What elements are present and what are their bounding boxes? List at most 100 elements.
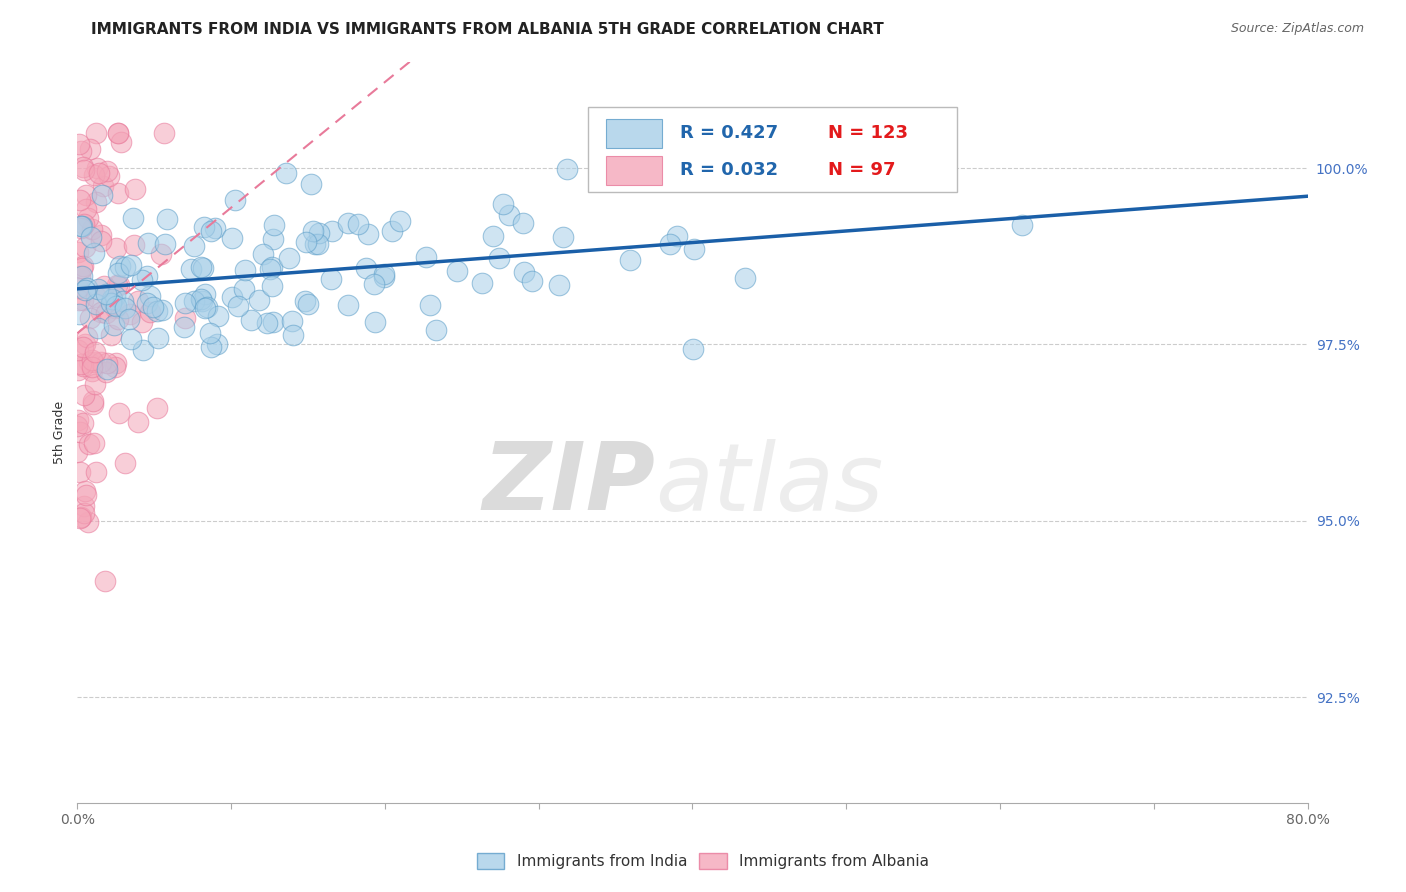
Point xyxy=(136,295,159,310)
Point xyxy=(96,356,118,370)
Point xyxy=(93,278,115,293)
Point xyxy=(100,327,122,342)
Point xyxy=(354,260,377,275)
Point xyxy=(82,364,104,378)
Point xyxy=(108,259,131,273)
Point xyxy=(336,216,359,230)
Point xyxy=(200,224,222,238)
Point xyxy=(103,360,125,375)
Point xyxy=(90,304,112,318)
Point xyxy=(226,299,249,313)
Point xyxy=(80,360,103,375)
Point xyxy=(132,343,155,357)
Point xyxy=(127,415,149,429)
Point xyxy=(67,363,90,377)
Point xyxy=(1011,218,1033,232)
Point xyxy=(104,299,127,313)
Point xyxy=(207,310,229,324)
Point xyxy=(262,315,284,329)
Point xyxy=(87,282,110,296)
Point xyxy=(221,231,243,245)
Point xyxy=(83,246,105,260)
Point xyxy=(281,328,304,343)
Point xyxy=(100,295,122,310)
Point xyxy=(89,166,111,180)
Point xyxy=(174,311,197,326)
Point xyxy=(107,311,129,326)
Point xyxy=(72,160,94,174)
Point xyxy=(555,161,578,176)
Point xyxy=(297,297,319,311)
Point xyxy=(84,376,107,391)
Point xyxy=(142,301,165,315)
Point xyxy=(90,355,112,369)
Point xyxy=(183,294,205,309)
Point xyxy=(150,303,173,318)
Point xyxy=(183,239,205,253)
Point xyxy=(105,356,128,370)
Point xyxy=(363,315,385,329)
Point xyxy=(233,282,256,296)
Point xyxy=(190,260,212,274)
Point xyxy=(491,197,513,211)
Y-axis label: 5th Grade: 5th Grade xyxy=(53,401,66,464)
Text: R = 0.032: R = 0.032 xyxy=(681,161,779,178)
Point xyxy=(96,361,118,376)
Point xyxy=(84,126,107,140)
Point xyxy=(73,507,96,521)
Point xyxy=(75,337,97,351)
Point xyxy=(70,260,93,275)
Point xyxy=(66,445,89,459)
Point xyxy=(114,456,136,470)
Point xyxy=(91,187,114,202)
Point xyxy=(256,316,278,330)
Point xyxy=(67,412,90,426)
Point xyxy=(72,217,94,231)
Point xyxy=(193,261,215,276)
Point xyxy=(110,135,132,149)
Point xyxy=(75,488,97,502)
Text: IMMIGRANTS FROM INDIA VS IMMIGRANTS FROM ALBANIA 5TH GRADE CORRELATION CHART: IMMIGRANTS FROM INDIA VS IMMIGRANTS FROM… xyxy=(91,22,884,37)
Point xyxy=(336,298,359,312)
Point xyxy=(120,306,142,320)
Point xyxy=(373,270,395,285)
Point xyxy=(136,235,159,250)
Point xyxy=(84,466,107,480)
FancyBboxPatch shape xyxy=(606,156,662,185)
Point xyxy=(156,212,179,227)
Point xyxy=(72,340,94,354)
Point xyxy=(553,230,575,244)
Point xyxy=(321,272,343,286)
Point xyxy=(111,294,134,309)
Point xyxy=(67,281,90,295)
Point xyxy=(73,163,96,178)
Point xyxy=(83,435,105,450)
Point xyxy=(67,136,90,151)
Point xyxy=(101,293,124,307)
Point xyxy=(294,293,316,308)
Point xyxy=(603,166,626,180)
Point xyxy=(70,509,93,524)
Point xyxy=(207,337,229,351)
Point xyxy=(105,241,128,255)
Point xyxy=(72,260,94,274)
Point xyxy=(93,574,115,588)
Point xyxy=(357,227,380,241)
Point xyxy=(103,318,125,332)
Point xyxy=(90,234,112,248)
Point xyxy=(260,260,283,274)
Point xyxy=(82,393,104,408)
Point xyxy=(194,301,217,315)
Point xyxy=(389,214,412,228)
Point xyxy=(84,195,107,210)
Point xyxy=(193,219,215,234)
Point xyxy=(94,286,117,301)
Point xyxy=(67,308,90,322)
Point xyxy=(84,345,107,359)
Point xyxy=(307,237,329,252)
Point xyxy=(69,511,91,525)
Point xyxy=(198,326,221,340)
FancyBboxPatch shape xyxy=(588,107,957,192)
Point xyxy=(191,294,214,309)
Point xyxy=(204,221,226,235)
